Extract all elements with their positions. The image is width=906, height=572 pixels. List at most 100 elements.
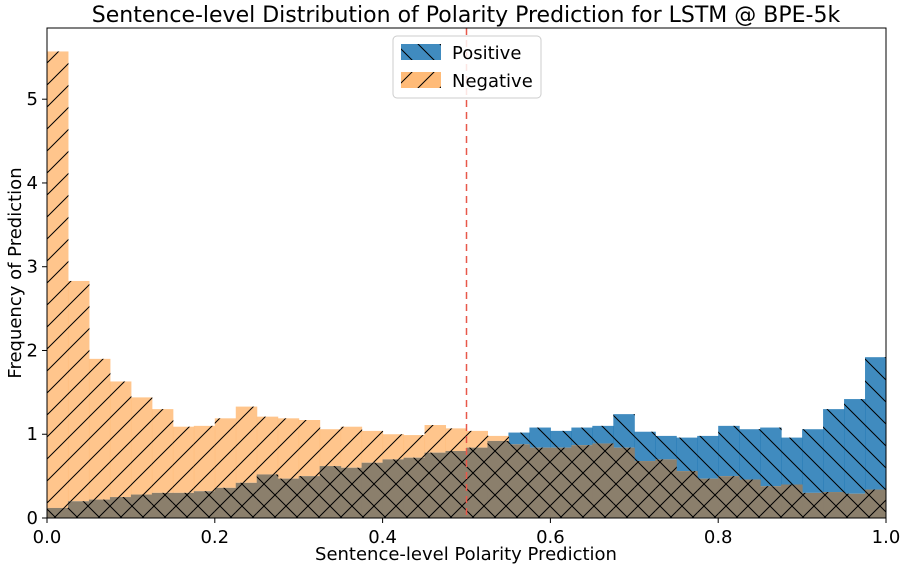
bar-hatch — [130, 397, 153, 495]
x-tick-label: 1.0 — [872, 527, 901, 548]
bar-hatch — [886, 492, 906, 518]
bar-hatch — [634, 461, 656, 518]
bar-hatch — [739, 479, 761, 518]
bar-hatch — [151, 409, 174, 493]
y-axis: 0 1 2 3 4 5 — [27, 89, 47, 529]
x-tick-label: 0.6 — [536, 527, 565, 548]
bar-hatch — [508, 432, 530, 445]
bar-hatch — [445, 428, 467, 451]
bar-hatch — [655, 435, 677, 460]
bar-hatch — [403, 457, 426, 518]
bar-hatch — [760, 486, 782, 518]
bar-hatch — [277, 418, 300, 479]
bar-overlap — [886, 492, 906, 518]
x-tick-label: 0.2 — [200, 527, 229, 548]
bar-hatch — [47, 51, 69, 508]
x-axis: 0.0 0.2 0.4 0.6 0.8 1.0 — [33, 518, 901, 548]
positive-series — [508, 277, 906, 494]
bar-hatch — [634, 431, 656, 462]
y-tick-label: 2 — [27, 340, 38, 361]
bar-hatch — [487, 440, 509, 518]
x-tick-label: 0.8 — [704, 527, 733, 548]
bar-hatch — [823, 492, 845, 518]
bar-hatch — [697, 478, 719, 518]
bar-hatch — [298, 476, 321, 518]
bar-hatch — [466, 430, 488, 448]
bar-hatch — [781, 437, 803, 485]
bar-hatch — [172, 426, 195, 493]
legend-label-negative: Negative — [452, 71, 533, 92]
negative-series — [47, 51, 509, 508]
bar-hatch — [109, 381, 132, 498]
bar-hatch — [47, 507, 69, 518]
bar-hatch — [886, 277, 906, 492]
bar-hatch — [718, 476, 740, 518]
bar-hatch — [592, 443, 614, 518]
overlap-series — [47, 440, 906, 518]
bar-hatch — [613, 414, 635, 448]
bar-hatch — [151, 492, 174, 518]
bar-hatch — [571, 445, 593, 518]
chart-title: Sentence-level Distribution of Polarity … — [92, 3, 841, 28]
legend-hatch-negative — [401, 72, 441, 88]
bar-hatch — [340, 426, 363, 468]
bar-hatch — [382, 434, 405, 460]
y-tick-label: 3 — [27, 257, 38, 278]
bar-hatch — [613, 447, 635, 518]
bar-hatch — [235, 482, 258, 518]
bar-hatch — [865, 489, 886, 518]
y-tick-label: 1 — [27, 424, 38, 445]
bar-hatch — [193, 425, 216, 492]
bar-hatch — [760, 427, 782, 487]
bar-hatch — [529, 447, 551, 518]
bar-hatch — [424, 452, 447, 518]
bar-hatch — [88, 358, 111, 500]
bar-hatch — [823, 409, 845, 493]
bar-hatch — [550, 430, 572, 448]
bar-hatch — [655, 459, 677, 518]
bar-hatch — [529, 427, 551, 448]
y-tick-label: 4 — [27, 173, 38, 194]
bar-hatch — [256, 416, 279, 475]
bar-hatch — [676, 437, 698, 472]
bar-hatch — [214, 487, 237, 518]
bar-hatch — [214, 418, 237, 488]
bar-hatch — [88, 499, 111, 518]
bar-hatch — [739, 429, 761, 480]
bar-hatch — [319, 466, 342, 518]
bar-hatch — [340, 467, 363, 518]
bar-hatch — [319, 429, 342, 467]
y-tick-label: 5 — [27, 89, 38, 110]
bar-hatch — [844, 493, 866, 518]
bar-hatch — [718, 425, 740, 477]
x-axis-label: Sentence-level Polarity Prediction — [315, 544, 617, 565]
y-tick-label: 0 — [27, 508, 38, 529]
bar-hatch — [109, 497, 132, 518]
x-tick-label: 0.4 — [368, 527, 397, 548]
bar-hatch — [865, 357, 886, 490]
bar-hatch — [67, 280, 90, 502]
bar-hatch — [592, 425, 614, 444]
bar-hatch — [802, 429, 824, 493]
bar-hatch — [193, 491, 216, 518]
plot-frame — [46, 27, 887, 519]
bar-hatch — [802, 492, 824, 518]
bar-hatch — [697, 435, 719, 479]
bar-hatch — [487, 435, 509, 441]
bar-positive — [886, 277, 906, 492]
legend-hatch-positive — [401, 44, 441, 60]
bar-hatch — [67, 501, 90, 518]
bar-hatch — [382, 459, 405, 518]
bar-hatch — [256, 474, 279, 518]
bar-hatch — [676, 471, 698, 518]
bar-hatch — [781, 484, 803, 518]
bar-hatch — [403, 435, 426, 458]
bar-hatch — [235, 406, 258, 483]
bar-hatch — [508, 444, 530, 518]
bar-hatch — [298, 420, 321, 477]
x-tick-label: 0.0 — [33, 527, 62, 548]
bar-hatch — [466, 447, 488, 518]
bar-hatch — [886, 492, 906, 518]
legend-label-positive: Positive — [452, 43, 521, 64]
